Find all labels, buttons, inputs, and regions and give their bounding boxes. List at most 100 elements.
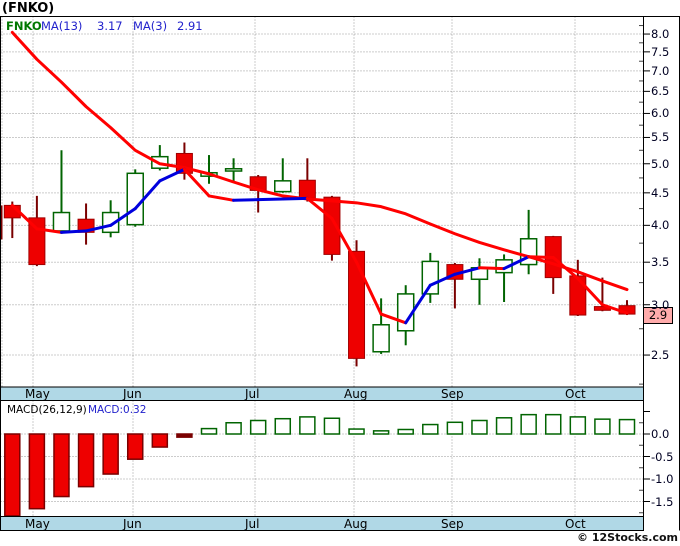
ma3-segment	[35, 227, 63, 234]
ma3-segment	[109, 207, 137, 227]
ma3-segment	[330, 217, 359, 264]
legend-ma3-label: MA(3)	[133, 19, 168, 33]
ma3-segment	[379, 312, 408, 325]
ma3-segment	[477, 266, 506, 271]
candle-body	[421, 260, 440, 295]
macd-bar	[618, 418, 636, 435]
candle-body	[126, 172, 144, 226]
ma3-segment	[305, 196, 334, 221]
candle-body	[569, 275, 587, 316]
ma3-segment	[428, 272, 457, 287]
ma3-segment	[281, 196, 309, 201]
price-axis-label: 2.5	[651, 348, 670, 363]
macd-bar	[471, 419, 488, 435]
month-label-macd: Oct	[565, 517, 586, 531]
ma3-segment	[182, 167, 211, 198]
month-strip-macd	[0, 516, 644, 531]
macd-bar	[348, 428, 365, 435]
macd-bar	[569, 416, 587, 435]
price-axis-label: 3.0	[651, 297, 670, 312]
macd-bar	[200, 427, 218, 435]
month-label-main: Jul	[245, 387, 260, 401]
month-label-main: Jun	[123, 387, 142, 401]
price-axis-label: 8.0	[651, 27, 670, 42]
watermark: © 12Stocks.com	[577, 531, 678, 544]
macd-bar	[372, 430, 390, 435]
legend-symbol: FNKO	[6, 19, 42, 33]
month-label-main: Oct	[565, 387, 586, 401]
macd-bar	[249, 419, 267, 435]
month-label-macd: Jun	[123, 517, 142, 531]
month-label-macd: Aug	[344, 517, 368, 531]
candle-body	[298, 179, 316, 199]
legend-ma13-label: MA(13)	[41, 19, 83, 33]
page-title: (FNKO)	[2, 1, 55, 16]
macd-bar	[225, 422, 242, 435]
legend-ma13-value: 3.17	[97, 19, 123, 33]
ma3-segment	[207, 194, 236, 202]
month-label-macd: May	[25, 517, 50, 531]
macd-bar	[397, 428, 414, 435]
candle-body	[224, 168, 243, 172]
macd-bar	[495, 417, 513, 435]
macd-bar	[544, 413, 562, 435]
macd-bar	[274, 417, 292, 435]
macd-bar	[151, 433, 169, 448]
ma3-segment	[158, 167, 186, 183]
macd-bar	[28, 433, 46, 510]
price-axis-label: 4.0	[651, 218, 670, 233]
macd-axis-label: -1.5	[651, 494, 674, 509]
ma3-segment	[527, 255, 555, 260]
macd-bar	[422, 423, 439, 435]
macd-bar	[77, 433, 95, 488]
price-axis-label: 6.5	[651, 84, 670, 99]
month-strip-main	[0, 386, 644, 401]
price-axis-label: 7.0	[651, 63, 670, 78]
ma3-segment	[576, 276, 604, 307]
macd-axis-label: -0.5	[651, 449, 674, 464]
macd-axis-label: -1.0	[651, 472, 674, 486]
month-label-macd: Sep	[441, 517, 464, 531]
ma3-segment	[59, 229, 88, 234]
ma3-segment	[551, 256, 580, 280]
ma3-segment	[232, 198, 260, 202]
macd-legend-value: MACD:0.32	[88, 404, 147, 416]
price-axis-label: 3.5	[651, 255, 670, 270]
candle-body	[274, 180, 292, 193]
macd-axis-label: 0.0	[651, 427, 670, 441]
candle-body	[323, 196, 341, 255]
candle-body	[372, 324, 390, 353]
month-label-main: Sep	[441, 387, 464, 401]
macd-bar	[53, 433, 70, 498]
month-label-main: May	[25, 387, 50, 401]
ma3-segment	[133, 179, 162, 211]
month-label-macd: Jul	[245, 517, 260, 531]
price-axis-label: 4.5	[651, 185, 670, 200]
macd-bar	[323, 417, 341, 435]
price-axis-label: 7.5	[651, 44, 670, 59]
ma3-segment	[84, 223, 113, 233]
last-price-badge: 2.9	[643, 307, 673, 324]
macd-bar	[176, 433, 193, 438]
macd-bar	[594, 418, 611, 435]
macd-bar	[520, 413, 537, 435]
macd-legend-label: MACD(26,12,9)	[7, 404, 87, 416]
macd-bar	[4, 433, 21, 517]
month-label-main: Aug	[344, 387, 368, 401]
ma3-segment	[453, 266, 481, 276]
candle-body	[52, 211, 71, 232]
ma3-segment	[256, 197, 285, 202]
ma3-segment	[404, 283, 432, 325]
legend-ma3-value: 2.91	[177, 19, 203, 33]
ma13-line	[10, 30, 629, 292]
price-axis-label: 5.5	[651, 130, 670, 145]
macd-bar	[299, 416, 316, 435]
price-axis-label: 6.0	[651, 106, 670, 121]
candle-body	[348, 250, 366, 359]
ma3-segment	[10, 203, 39, 231]
macd-bar	[446, 421, 464, 435]
macd-bar	[102, 433, 119, 475]
price-axis-label: 5.0	[651, 156, 670, 171]
